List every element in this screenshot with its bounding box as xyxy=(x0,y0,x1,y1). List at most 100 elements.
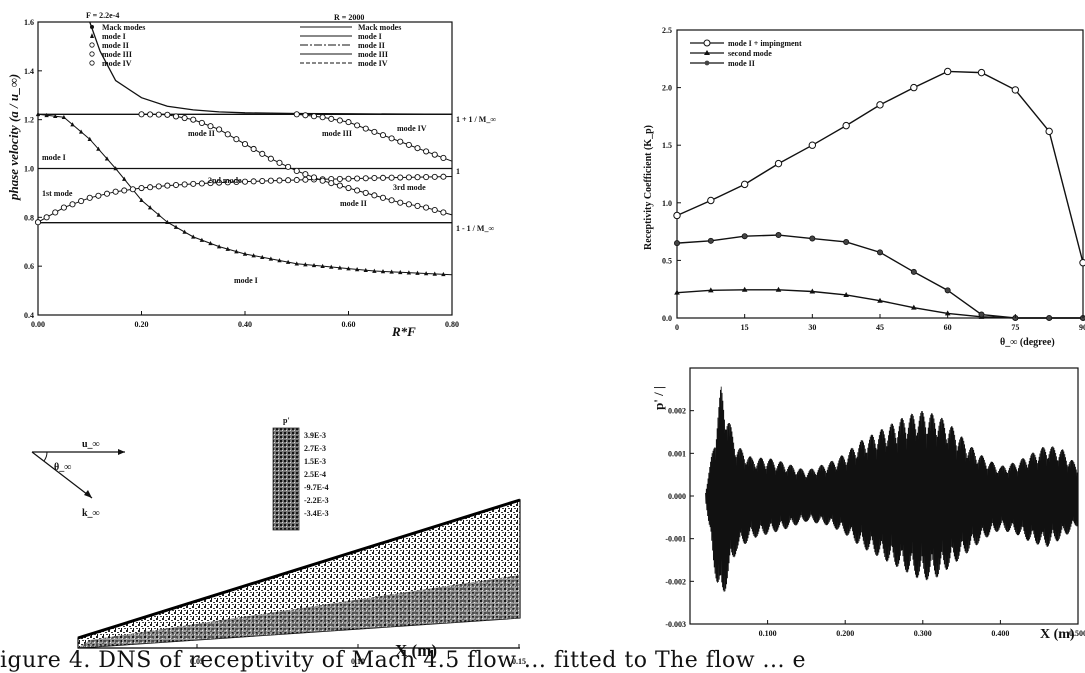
p2-xtick-label: 45 xyxy=(876,323,884,332)
p1-legend-right-label: mode III xyxy=(358,50,388,59)
p1-series-marker-5 xyxy=(34,219,42,226)
p1-series-marker-5 xyxy=(129,186,136,193)
p2-series-marker-2 xyxy=(775,232,782,239)
p1-xtick-label: 0.60 xyxy=(342,320,356,329)
p1-series-marker-7 xyxy=(302,112,309,119)
wedge-boundary-layer xyxy=(78,575,520,648)
p1-series-marker-6 xyxy=(431,206,438,214)
p2-series-marker-1 xyxy=(809,288,816,294)
p2-series-marker-1 xyxy=(775,286,782,292)
p1-legend-left-label: mode IV xyxy=(102,59,132,68)
p1-xtick-label: 0.40 xyxy=(238,320,252,329)
p1-series-marker-5 xyxy=(112,188,119,195)
p1-series-marker-5 xyxy=(147,184,154,191)
p1-ytick-label: 1.6 xyxy=(24,18,34,27)
p1-legend-right-label: Mack modes xyxy=(358,23,401,32)
p1-annotation-5: mode III xyxy=(322,129,352,138)
p1-series-marker-4 xyxy=(251,253,256,258)
p1-series-marker-5 xyxy=(224,179,231,186)
p1-series-marker-6 xyxy=(405,201,412,208)
colorbar-label: -9.7E-4 xyxy=(304,483,329,492)
p1-series-marker-7 xyxy=(336,117,343,124)
p1-series-marker-5 xyxy=(250,178,257,185)
p1-series-marker-5 xyxy=(293,176,300,184)
p4-ytick-label: -0.002 xyxy=(665,577,686,586)
p2-series-line-0 xyxy=(676,70,1084,263)
p1-series-marker-7 xyxy=(388,135,395,142)
u-inf-label: u_∞ xyxy=(82,439,100,450)
p1-series-marker-5 xyxy=(440,173,447,180)
p1-series-marker-5 xyxy=(78,198,85,205)
p1-series-marker-5 xyxy=(52,209,59,216)
p1-series-marker-4 xyxy=(277,258,282,263)
p1-legend-right-label: mode I xyxy=(358,32,382,41)
p2-legend-marker xyxy=(704,50,710,55)
p4-xtick-label: 0.200 xyxy=(836,629,854,638)
u-inf-arrowhead xyxy=(118,449,125,455)
p1-series-marker-4 xyxy=(398,269,403,275)
p1-series-marker-6 xyxy=(190,116,197,123)
p2-legend-label: mode I + impingment xyxy=(728,39,802,48)
p1-series-marker-4 xyxy=(87,136,92,141)
p1-series-marker-5 xyxy=(345,175,352,182)
p4-signal-trace xyxy=(705,386,1079,592)
p1-series-marker-4 xyxy=(139,197,144,203)
p1-series-marker-4 xyxy=(208,240,213,246)
p1-series-marker-6 xyxy=(328,180,335,187)
p2-series-marker-0 xyxy=(1011,86,1020,94)
p2-ytick-label: 1.5 xyxy=(662,141,672,150)
p3-xtick-label: 0.05 xyxy=(190,657,204,666)
p1-series-marker-4 xyxy=(234,249,239,254)
p2-series-marker-1 xyxy=(708,287,714,293)
p1-legend-right-label: mode II xyxy=(358,41,385,50)
colorbar xyxy=(272,427,300,531)
p1-series-marker-5 xyxy=(371,174,378,182)
p1-series-marker-6 xyxy=(155,111,162,118)
p2-series-marker-2 xyxy=(741,233,748,240)
p2-series-marker-0 xyxy=(876,101,884,109)
p1-series-marker-6 xyxy=(319,177,326,184)
p2-xtick-label: 15 xyxy=(741,323,749,332)
p1-series-marker-6 xyxy=(362,189,369,196)
p1-ytick-label: 0.8 xyxy=(24,213,34,222)
p2-series-marker-0 xyxy=(842,121,850,130)
p2-series-marker-0 xyxy=(707,196,715,205)
p1-series-marker-4 xyxy=(191,234,196,239)
p1-series-marker-6 xyxy=(172,113,180,120)
p1-series-marker-4 xyxy=(337,265,343,270)
p1-series-marker-7 xyxy=(328,115,335,122)
p1-series-marker-7 xyxy=(362,125,369,132)
p1-series-marker-6 xyxy=(293,167,300,174)
p1-series-marker-4 xyxy=(104,156,110,161)
p1-series-marker-5 xyxy=(86,194,93,201)
p1-series-marker-5 xyxy=(405,174,412,181)
p1-series-marker-5 xyxy=(138,184,145,192)
p1-series-marker-6 xyxy=(181,114,188,122)
p1-series-marker-6 xyxy=(379,194,387,201)
p1-series-marker-6 xyxy=(397,199,404,206)
p1-series-marker-4 xyxy=(44,112,49,118)
dns-contour-plot: 0.05 0.10 0.15 X (m) p' 3.9E-3 2.7E-3 1.5E-3… xyxy=(31,416,526,666)
p1-legend-right-header: R = 2000 xyxy=(334,13,364,22)
p1-series-marker-6 xyxy=(423,204,430,211)
p1-series-marker-6 xyxy=(388,197,395,204)
p1-series-marker-7 xyxy=(440,154,447,161)
p1-legend-left-header: F = 2.2e-4 xyxy=(86,11,119,20)
p1-series-marker-6 xyxy=(198,119,205,126)
p1-series-marker-6 xyxy=(310,174,318,181)
p1-series-marker-5 xyxy=(121,187,128,194)
p2-series-marker-0 xyxy=(1045,127,1053,136)
p1-series-marker-6 xyxy=(224,131,231,138)
p1-series-marker-6 xyxy=(285,163,292,170)
p2-legend-marker xyxy=(703,39,711,47)
p1-series-marker-5 xyxy=(336,175,343,182)
p1-series-marker-6 xyxy=(276,159,283,166)
p1-series-marker-5 xyxy=(164,182,171,189)
p1-series-marker-5 xyxy=(69,201,76,208)
p2-series-marker-1 xyxy=(674,289,680,295)
p1-series-marker-7 xyxy=(319,114,326,121)
colorbar-label: 1.5E-3 xyxy=(304,457,326,466)
p1-series-marker-4 xyxy=(156,212,161,217)
p2-xtick-label: 0 xyxy=(675,323,679,332)
p1-series-marker-4 xyxy=(329,264,334,269)
